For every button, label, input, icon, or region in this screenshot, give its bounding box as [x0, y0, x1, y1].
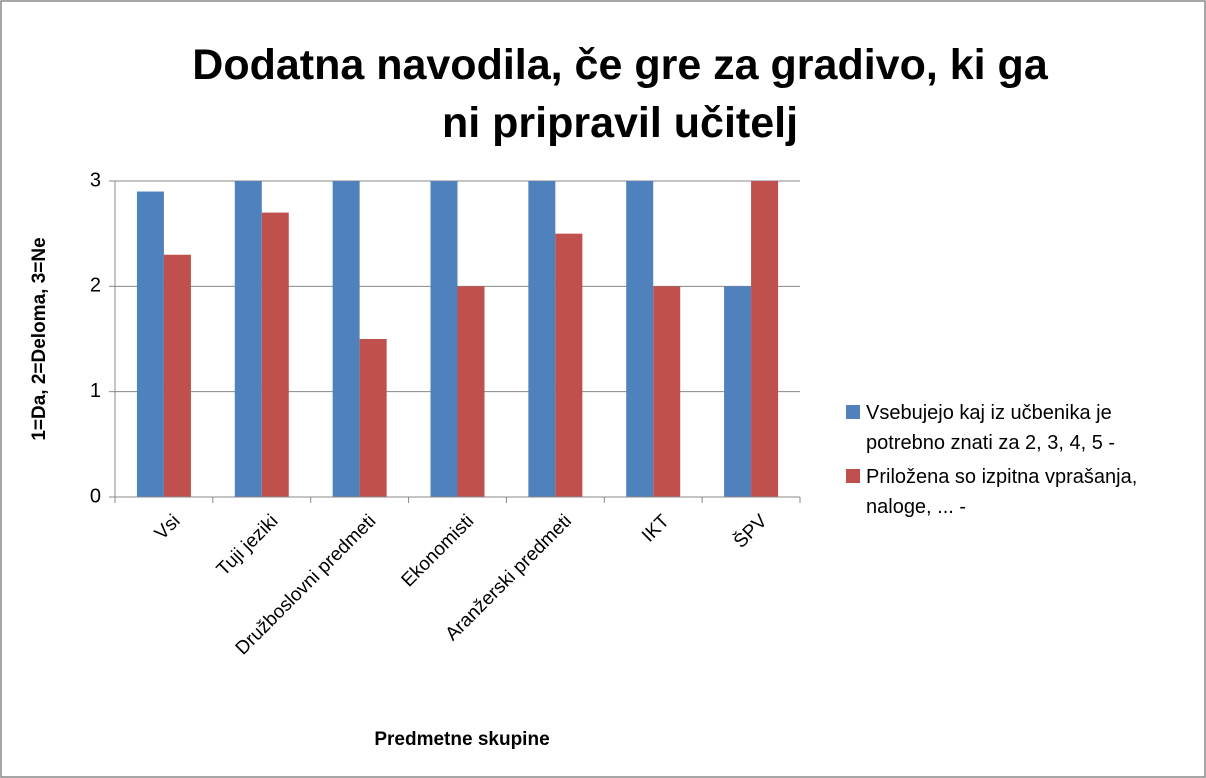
bar [555, 233, 583, 497]
legend-item: Priložena so izpitna vprašanja, naloge, … [846, 462, 1196, 522]
x-tick-label: Tuji jeziki [213, 511, 283, 581]
bar [457, 286, 485, 497]
x-axis-label: Predmetne skupine [374, 729, 549, 750]
bar [626, 181, 654, 497]
bar [430, 181, 458, 497]
bar [528, 181, 556, 497]
bar [724, 286, 752, 497]
y-tick-label: 0 [90, 485, 101, 507]
legend-item: Vsebujejo kaj iz učbenika je potrebno zn… [846, 398, 1196, 458]
y-tick-label: 2 [90, 275, 101, 297]
y-tick-label: 3 [90, 169, 101, 191]
legend-swatch [846, 469, 860, 483]
x-tick-label: IKT [638, 510, 674, 546]
bar [163, 254, 191, 497]
bar [261, 212, 289, 497]
bar [653, 286, 681, 497]
chart-title: Dodatna navodila, če gre za gradivo, ki … [192, 41, 1048, 147]
bar [751, 181, 779, 497]
y-tick-label: 1 [90, 380, 101, 402]
bar [234, 181, 262, 497]
legend-swatch [846, 405, 860, 419]
legend-label: Priložena so izpitna vprašanja, naloge, … [866, 466, 1138, 518]
legend: Vsebujejo kaj iz učbenika je potrebno zn… [846, 398, 1196, 526]
x-tick-label: ŠPV [729, 510, 772, 553]
bar [136, 191, 164, 498]
x-tick-label: Vsi [151, 511, 185, 545]
bar [359, 339, 387, 497]
legend-label: Vsebujejo kaj iz učbenika je potrebno zn… [866, 402, 1116, 454]
bar [332, 181, 360, 497]
y-axis-label: 1=Da, 2=Deloma, 3=Ne [29, 237, 50, 440]
x-tick-label: Ekonomisti [398, 511, 479, 592]
